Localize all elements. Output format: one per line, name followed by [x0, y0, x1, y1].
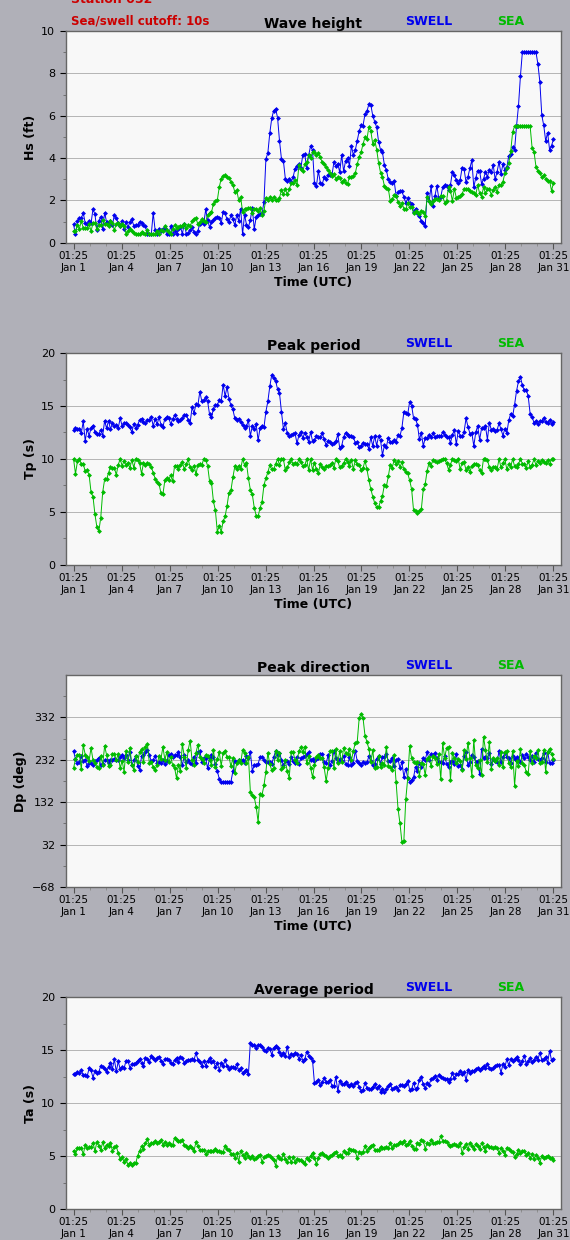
Y-axis label: Hs (ft): Hs (ft) [24, 114, 37, 160]
Text: Sea/swell cutoff: 10s: Sea/swell cutoff: 10s [71, 15, 209, 27]
Text: Station 052: Station 052 [71, 0, 152, 5]
Y-axis label: Dp (deg): Dp (deg) [14, 750, 27, 812]
Text: SWELL: SWELL [405, 981, 453, 994]
Text: SEA: SEA [497, 337, 524, 350]
Title: Wave height: Wave height [264, 17, 363, 31]
Y-axis label: Ta (s): Ta (s) [24, 1084, 37, 1122]
X-axis label: Time (UTC): Time (UTC) [274, 598, 353, 610]
X-axis label: Time (UTC): Time (UTC) [274, 920, 353, 932]
Text: SWELL: SWELL [405, 337, 453, 350]
X-axis label: Time (UTC): Time (UTC) [274, 275, 353, 289]
Title: Peak period: Peak period [267, 339, 360, 353]
Y-axis label: Tp (s): Tp (s) [24, 439, 37, 480]
Text: SEA: SEA [497, 15, 524, 27]
Text: SWELL: SWELL [405, 658, 453, 672]
Text: SWELL: SWELL [405, 15, 453, 27]
Text: SEA: SEA [497, 658, 524, 672]
Text: SEA: SEA [497, 981, 524, 994]
Title: Peak direction: Peak direction [257, 661, 370, 675]
Title: Average period: Average period [254, 983, 373, 997]
